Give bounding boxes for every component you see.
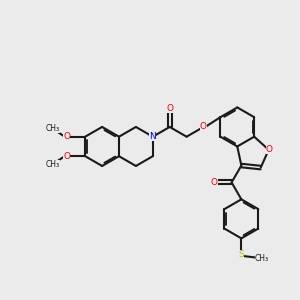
Text: O: O: [200, 122, 207, 131]
Text: O: O: [166, 104, 173, 113]
Text: O: O: [211, 178, 218, 187]
Text: O: O: [63, 152, 70, 161]
Text: CH₃: CH₃: [46, 124, 60, 134]
Text: CH₃: CH₃: [46, 160, 60, 169]
Text: O: O: [63, 132, 70, 141]
Text: N: N: [149, 132, 156, 141]
Text: S: S: [238, 250, 244, 260]
Text: O: O: [266, 145, 273, 154]
Text: CH₃: CH₃: [255, 254, 269, 263]
